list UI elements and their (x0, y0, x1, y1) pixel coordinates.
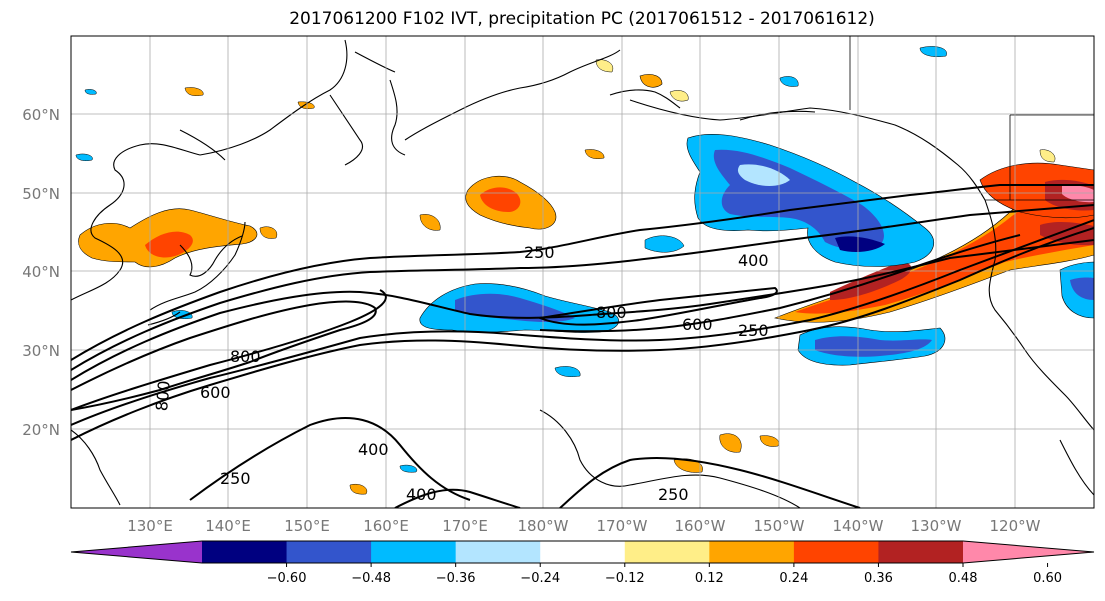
latitude-labels: 60°N 50°N 40°N 30°N 20°N (22, 106, 60, 439)
longitude-labels: 130°E 140°E 150°E 160°E 170°E 180°W 170°… (127, 517, 1040, 535)
colorbar-outline (70, 540, 1095, 564)
colorbar-tick-label: 0.48 (949, 571, 978, 586)
lon-label: 130°E (127, 517, 173, 535)
colorbar-tick-label: 0.24 (779, 571, 808, 586)
colorbar-tick-label: −0.24 (520, 571, 560, 586)
political-borders (849, 36, 1094, 201)
colorbar-segment (286, 541, 372, 563)
colorbar-tick-label: −0.12 (605, 571, 645, 586)
lon-label: 130°W (911, 517, 962, 535)
contour-label: 250 (220, 469, 251, 488)
coastlines (71, 39, 1094, 508)
lon-label: 170°W (597, 517, 648, 535)
lat-label: 40°N (22, 263, 60, 281)
contour-label: 400 (738, 251, 769, 270)
colorbar-segment (624, 541, 710, 563)
contour-label: 600 (200, 383, 231, 402)
colorbar-segment (709, 541, 795, 563)
lon-label: 150°W (754, 517, 805, 535)
lat-label: 30°N (22, 342, 60, 360)
precip-positive-shading (78, 59, 1094, 495)
lon-label: 140°E (205, 517, 251, 535)
contour-label: 400 (406, 485, 437, 504)
lon-label: 150°E (284, 517, 330, 535)
lon-label: 180°W (518, 517, 569, 535)
colorbar-segment (540, 541, 626, 563)
colorbar-segment (793, 541, 879, 563)
colorbar-tick-label: −0.48 (351, 571, 391, 586)
lat-label: 50°N (22, 185, 60, 203)
colorbar-segment (371, 541, 457, 563)
lon-label: 140°W (833, 517, 884, 535)
lat-label: 60°N (22, 106, 60, 124)
colorbar-tick-label: 0.60 (1033, 571, 1062, 586)
colorbar-segment (455, 541, 541, 563)
map-frame (70, 35, 1095, 509)
map-title: 2017061200 F102 IVT, precipitation PC (2… (289, 9, 875, 29)
colorbar-extend-min (71, 541, 202, 563)
contour-label: 800 (230, 347, 261, 366)
lon-label: 160°W (675, 517, 726, 535)
lon-label: 170°E (442, 517, 488, 535)
contour-label: 250 (738, 321, 769, 340)
colorbar-tick-label: −0.36 (436, 571, 476, 586)
lon-label: 160°E (363, 517, 409, 535)
colorbar-extend-max (963, 541, 1094, 563)
contour-label: 400 (358, 440, 389, 459)
contour-label: 250 (658, 485, 689, 504)
colorbar-tick-label: −0.60 (267, 571, 307, 586)
lon-label: 120°W (990, 517, 1041, 535)
colorbar-segment (878, 541, 964, 563)
colorbar-tick-label: 0.12 (695, 571, 724, 586)
ivt-contours (71, 184, 1094, 508)
colorbar-segment (202, 541, 288, 563)
contour-label: 600 (682, 315, 713, 334)
contour-label: 800 (152, 380, 174, 412)
contour-label: 800 (596, 303, 627, 322)
colorbar-tick-label: 0.36 (864, 571, 893, 586)
contour-label: 250 (524, 243, 555, 262)
colorbar: −0.60 −0.48 −0.36 −0.24 −0.12 0.12 0.24 0.36 0.4… (70, 540, 1095, 586)
lat-label: 20°N (22, 421, 60, 439)
ivt-contour-labels: 250 400 800 600 250 800 600 400 250 400 … (152, 243, 768, 504)
graticule (71, 36, 1094, 508)
precip-negative-shading (75, 46, 1094, 473)
